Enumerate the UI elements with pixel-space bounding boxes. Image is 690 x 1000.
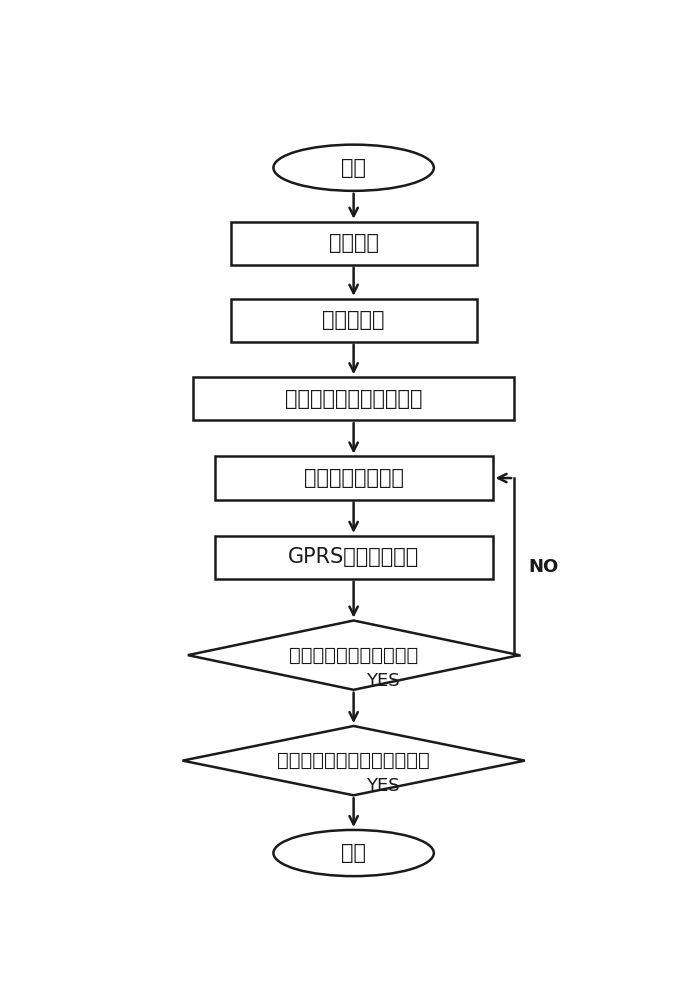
Text: 数据采集: 数据采集: [328, 233, 379, 253]
Text: 开始: 开始: [341, 158, 366, 178]
Text: 下位机数据预处理: 下位机数据预处理: [304, 468, 404, 488]
Bar: [215, 536, 493, 579]
Ellipse shape: [273, 145, 434, 191]
Text: YES: YES: [366, 672, 400, 690]
Text: NO: NO: [529, 558, 559, 576]
Text: 光开关导通: 光开关导通: [322, 310, 385, 330]
Text: YES: YES: [366, 777, 400, 795]
Ellipse shape: [273, 830, 434, 876]
Bar: [230, 299, 477, 342]
Text: 处理并判断数据是否超出阀值: 处理并判断数据是否超出阀值: [277, 751, 430, 770]
Bar: [230, 222, 477, 265]
Text: 报警: 报警: [341, 843, 366, 863]
Polygon shape: [182, 726, 525, 795]
Text: 上位机判断数据是否完整: 上位机判断数据是否完整: [289, 646, 418, 665]
Text: GPRS模块数据传输: GPRS模块数据传输: [288, 547, 420, 567]
Bar: [193, 377, 514, 420]
Text: 光纤光栅解调仪采集数据: 光纤光栅解调仪采集数据: [285, 389, 422, 409]
Bar: [215, 456, 493, 500]
Polygon shape: [188, 620, 520, 690]
